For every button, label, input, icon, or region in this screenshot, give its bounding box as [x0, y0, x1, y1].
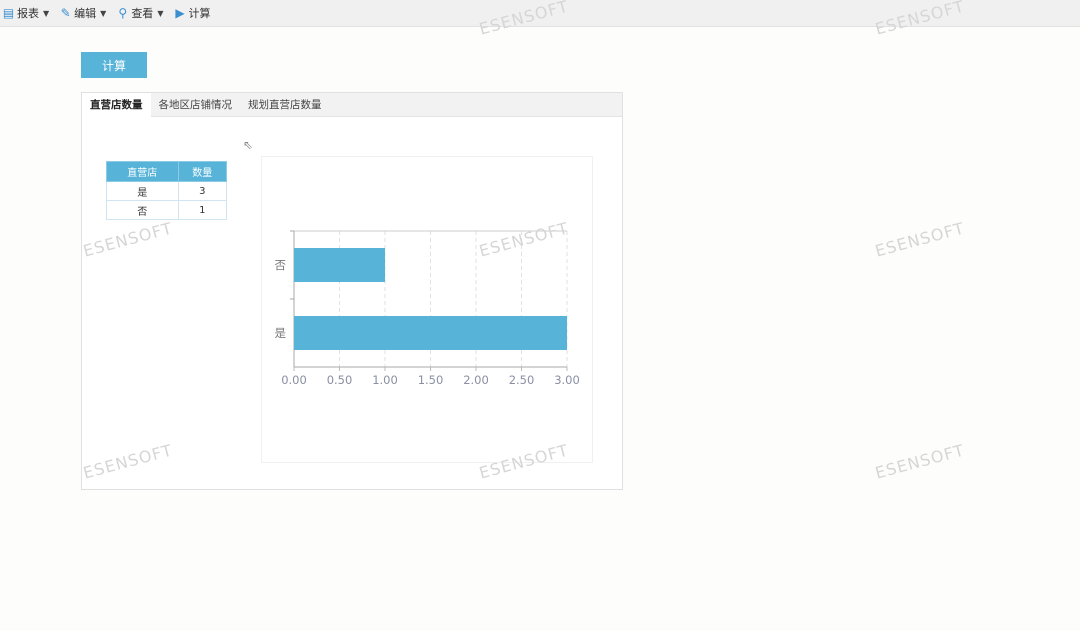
toolbar-edit-menu[interactable]: ✎ 编辑 ▼ [60, 5, 107, 20]
caret-down-icon: ▼ [43, 8, 50, 18]
toolbar-calculate-button[interactable]: ▶ 计算 [175, 5, 211, 20]
table-cell: 1 [177, 200, 228, 220]
tab-planned-direct-store-count[interactable]: 规划直营店数量 [248, 99, 322, 111]
x-tick-label: 3.00 [554, 373, 580, 387]
bar [294, 316, 567, 350]
toolbar-report-menu[interactable]: ▤ 报表 ▼ [2, 5, 50, 20]
table-cell: 3 [177, 181, 228, 201]
bar-chart-svg: 0.00 0.50 1.00 1.50 2.00 2.50 3.00 是 否 [275, 230, 580, 387]
mouse-cursor-icon: ⇖ [243, 138, 254, 152]
caret-down-icon: ▼ [157, 8, 164, 18]
bar-chart: 0.00 0.50 1.00 1.50 2.00 2.50 3.00 是 否 [261, 156, 593, 463]
table-cell: 是 [106, 181, 179, 201]
pencil-icon: ✎ [60, 5, 71, 20]
watermark: ESENSOFT [873, 440, 967, 483]
x-tick-label: 2.50 [509, 373, 535, 387]
y-tick-label: 否 [275, 258, 287, 272]
magnifier-icon: ⚲ [118, 5, 128, 20]
calculate-button[interactable]: 计算 [81, 52, 147, 78]
bar [294, 248, 385, 282]
x-tick-label: 1.00 [372, 373, 398, 387]
play-icon: ▶ [175, 5, 185, 20]
column-header: 直营店 [106, 161, 179, 182]
tab-bar: 直营店数量 各地区店铺情况 规划直营店数量 [82, 93, 622, 118]
toolbar: ▤ 报表 ▼ ✎ 编辑 ▼ ⚲ 查看 ▼ ▶ 计算 [0, 0, 1080, 27]
x-tick-label: 0.50 [327, 373, 353, 387]
watermark: ESENSOFT [873, 218, 967, 261]
tab-direct-store-count[interactable]: 直营店数量 [82, 93, 151, 118]
x-tick-label: 1.50 [418, 373, 444, 387]
x-tick-label: 0.00 [281, 373, 307, 387]
caret-down-icon: ▼ [100, 8, 107, 18]
toolbar-view-menu[interactable]: ⚲ 查看 ▼ [116, 5, 163, 21]
y-tick-label: 是 [275, 326, 287, 340]
column-header: 数量 [177, 161, 228, 182]
table-cell: 否 [106, 200, 179, 220]
report-icon: ▤ [2, 5, 15, 20]
x-tick-label: 2.00 [463, 373, 489, 387]
tab-region-store-status[interactable]: 各地区店铺情况 [158, 99, 233, 111]
